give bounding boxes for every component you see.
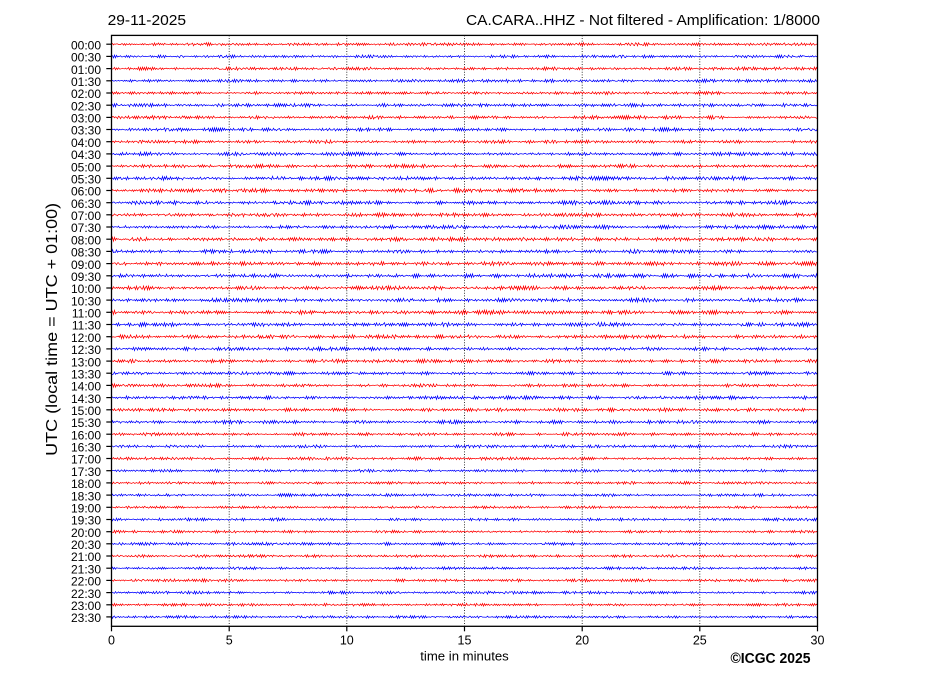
svg-text:04:00: 04:00	[71, 136, 101, 150]
svg-text:03:00: 03:00	[71, 112, 101, 126]
svg-text:23:00: 23:00	[71, 599, 101, 613]
svg-text:06:00: 06:00	[71, 185, 101, 199]
svg-text:30: 30	[811, 634, 825, 648]
svg-text:time in minutes: time in minutes	[420, 649, 509, 664]
svg-text:04:30: 04:30	[71, 148, 101, 162]
svg-text:20: 20	[575, 634, 589, 648]
svg-text:10: 10	[340, 634, 354, 648]
svg-text:0: 0	[108, 634, 115, 648]
svg-text:22:30: 22:30	[71, 587, 101, 601]
svg-text:14:30: 14:30	[71, 392, 101, 406]
svg-text:23:30: 23:30	[71, 611, 101, 625]
svg-text:20:00: 20:00	[71, 526, 101, 540]
svg-text:15:30: 15:30	[71, 416, 101, 430]
svg-text:09:30: 09:30	[71, 270, 101, 284]
svg-text:18:30: 18:30	[71, 489, 101, 503]
svg-text:08:30: 08:30	[71, 246, 101, 260]
svg-text:00:00: 00:00	[71, 39, 101, 53]
svg-text:09:00: 09:00	[71, 258, 101, 272]
svg-text:CA.CARA..HHZ - Not filtered -: CA.CARA..HHZ - Not filtered - Amplificat…	[466, 12, 820, 29]
svg-text:08:00: 08:00	[71, 233, 101, 247]
svg-text:11:00: 11:00	[72, 307, 101, 321]
svg-text:17:30: 17:30	[71, 465, 101, 479]
svg-text:05:30: 05:30	[71, 173, 101, 187]
svg-text:02:30: 02:30	[71, 99, 101, 113]
svg-text:15: 15	[458, 634, 472, 648]
svg-text:21:00: 21:00	[71, 550, 101, 564]
svg-text:02:00: 02:00	[71, 87, 101, 101]
svg-text:18:00: 18:00	[71, 477, 101, 491]
svg-text:5: 5	[226, 634, 233, 648]
svg-text:13:30: 13:30	[71, 367, 101, 381]
svg-text:00:30: 00:30	[71, 51, 101, 65]
svg-text:07:00: 07:00	[71, 209, 101, 223]
svg-text:16:00: 16:00	[71, 428, 101, 442]
svg-text:03:30: 03:30	[71, 124, 101, 138]
svg-text:10:00: 10:00	[71, 282, 101, 296]
svg-text:19:30: 19:30	[71, 514, 101, 528]
svg-text:UTC (local time = UTC + 01:00): UTC (local time = UTC + 01:00)	[44, 203, 61, 456]
svg-text:01:30: 01:30	[71, 75, 101, 89]
svg-text:©ICGC 2025: ©ICGC 2025	[731, 651, 811, 667]
svg-text:16:30: 16:30	[71, 441, 101, 455]
svg-text:25: 25	[693, 634, 707, 648]
svg-text:22:00: 22:00	[71, 575, 101, 589]
svg-text:12:00: 12:00	[71, 331, 101, 345]
svg-text:10:30: 10:30	[71, 294, 101, 308]
svg-text:05:00: 05:00	[71, 160, 101, 174]
svg-text:20:30: 20:30	[71, 538, 101, 552]
svg-text:19:00: 19:00	[71, 502, 101, 516]
svg-text:13:00: 13:00	[71, 355, 101, 369]
svg-text:07:30: 07:30	[71, 221, 101, 235]
svg-text:01:00: 01:00	[71, 63, 101, 77]
svg-text:17:00: 17:00	[71, 453, 101, 467]
svg-text:06:30: 06:30	[71, 197, 101, 211]
svg-text:21:30: 21:30	[71, 562, 101, 576]
svg-text:11:30: 11:30	[72, 319, 101, 333]
svg-text:14:00: 14:00	[71, 380, 101, 394]
svg-text:12:30: 12:30	[71, 343, 101, 357]
svg-text:15:00: 15:00	[71, 404, 101, 418]
svg-text:29-11-2025: 29-11-2025	[108, 12, 187, 29]
